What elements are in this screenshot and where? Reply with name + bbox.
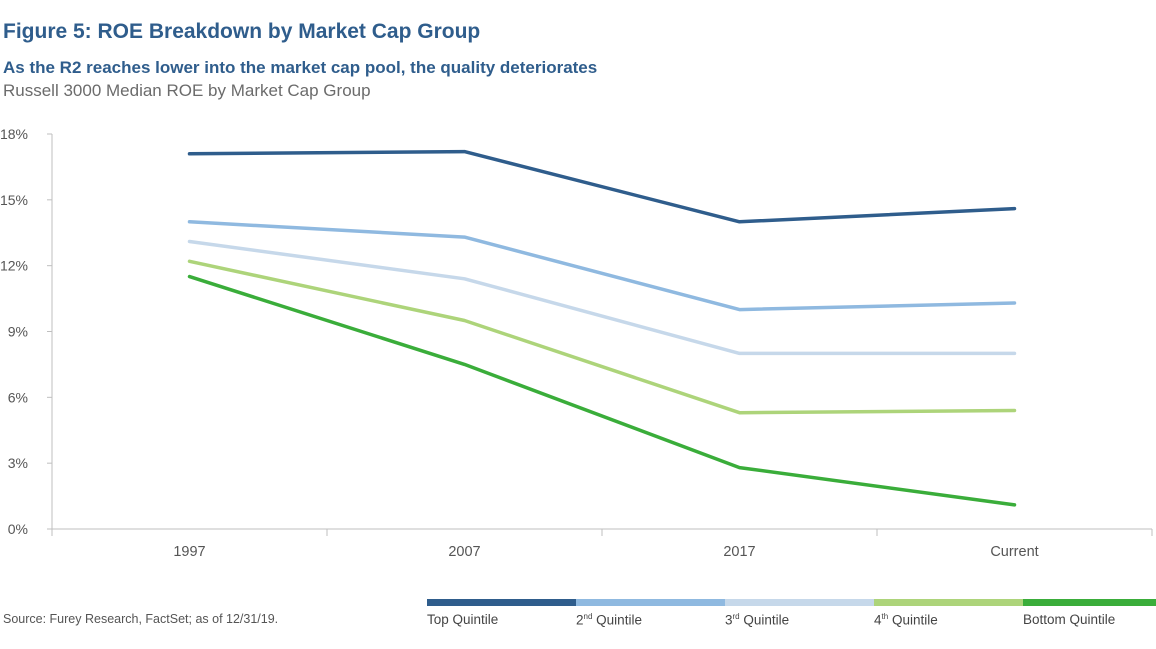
legend-label: 2nd Quintile [576,612,642,628]
y-tick-label: 15% [0,192,28,208]
y-tick-label: 12% [0,258,28,274]
legend-item-3rd-quintile: 3rd Quintile [725,599,874,639]
y-tick-label: 3% [8,455,28,471]
legend-swatch [576,599,725,606]
legend-item-bottom-quintile: Bottom Quintile [1023,599,1156,639]
series-line-4th-quintile [187,259,1017,415]
legend-swatch [874,599,1023,606]
legend-swatch [1023,599,1156,606]
x-tick-label: Current [990,544,1038,560]
legend-label: Bottom Quintile [1023,612,1116,627]
chart-subtitle: As the R2 reaches lower into the market … [3,58,598,77]
legend-label: 3rd Quintile [725,612,790,628]
source-note: Source: Furey Research, FactSet; as of 1… [3,612,279,626]
x-tick-label: 1997 [173,544,205,560]
legend-swatch [725,599,874,606]
legend-item-4th-quintile: 4th Quintile [874,599,1023,639]
y-tick-label: 18% [0,126,28,142]
series-line-2nd-quintile [187,220,1017,312]
chart-legend: Top Quintile 2nd Quintile 3rd Quintile 4… [427,599,1156,639]
chart-title: Figure 5: ROE Breakdown by Market Cap Gr… [3,20,481,43]
legend-item-2nd-quintile: 2nd Quintile [576,599,725,639]
legend-label: Top Quintile [427,612,499,627]
y-tick-label: 6% [8,389,28,405]
x-tick-label: 2017 [723,544,755,560]
chart-axes: 0% 3% 6% 9% 12% 15% 18% 1997 2007 2017 Current [0,126,1153,560]
series-line-3rd-quintile [187,239,1017,356]
legend-label: 4th Quintile [874,612,938,628]
legend-item-top-quintile: Top Quintile [427,599,576,639]
y-tick-label: 9% [8,324,28,340]
x-tick-label: 2007 [448,544,480,560]
series-line-top-quintile [187,149,1017,224]
chart-series [187,149,1017,507]
series-line-bottom-quintile [187,274,1017,507]
chart-description: Russell 3000 Median ROE by Market Cap Gr… [3,81,371,100]
y-tick-label: 0% [8,521,28,537]
legend-swatch [427,599,576,606]
